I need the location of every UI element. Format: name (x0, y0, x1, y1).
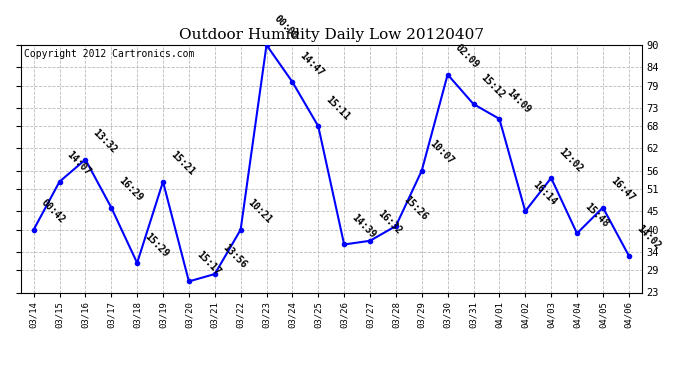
Text: 15:11: 15:11 (324, 94, 352, 122)
Text: 13:56: 13:56 (220, 242, 248, 270)
Text: 14:47: 14:47 (298, 50, 326, 78)
Text: 02:09: 02:09 (453, 42, 481, 70)
Title: Outdoor Humidity Daily Low 20120407: Outdoor Humidity Daily Low 20120407 (179, 28, 484, 42)
Text: 16:14: 16:14 (531, 179, 559, 207)
Text: Copyright 2012 Cartronics.com: Copyright 2012 Cartronics.com (23, 49, 194, 59)
Text: 15:12: 15:12 (479, 72, 507, 100)
Text: 15:21: 15:21 (168, 150, 197, 177)
Text: 15:26: 15:26 (402, 194, 429, 222)
Text: 14:02: 14:02 (634, 224, 662, 251)
Text: 12:02: 12:02 (557, 146, 584, 174)
Text: 13:32: 13:32 (91, 128, 119, 155)
Text: 10:21: 10:21 (246, 198, 274, 225)
Text: 14:39: 14:39 (350, 213, 377, 240)
Text: 00:00: 00:00 (272, 13, 300, 41)
Text: 14:09: 14:09 (505, 87, 533, 115)
Text: 00:42: 00:42 (39, 198, 67, 225)
Text: 10:07: 10:07 (427, 139, 455, 166)
Text: 16:47: 16:47 (609, 176, 636, 203)
Text: 15:17: 15:17 (195, 249, 222, 277)
Text: 15:48: 15:48 (582, 201, 611, 229)
Text: 16:29: 16:29 (117, 176, 145, 203)
Text: 15:29: 15:29 (143, 231, 170, 259)
Text: 16:32: 16:32 (375, 209, 404, 237)
Text: 14:07: 14:07 (65, 150, 93, 177)
